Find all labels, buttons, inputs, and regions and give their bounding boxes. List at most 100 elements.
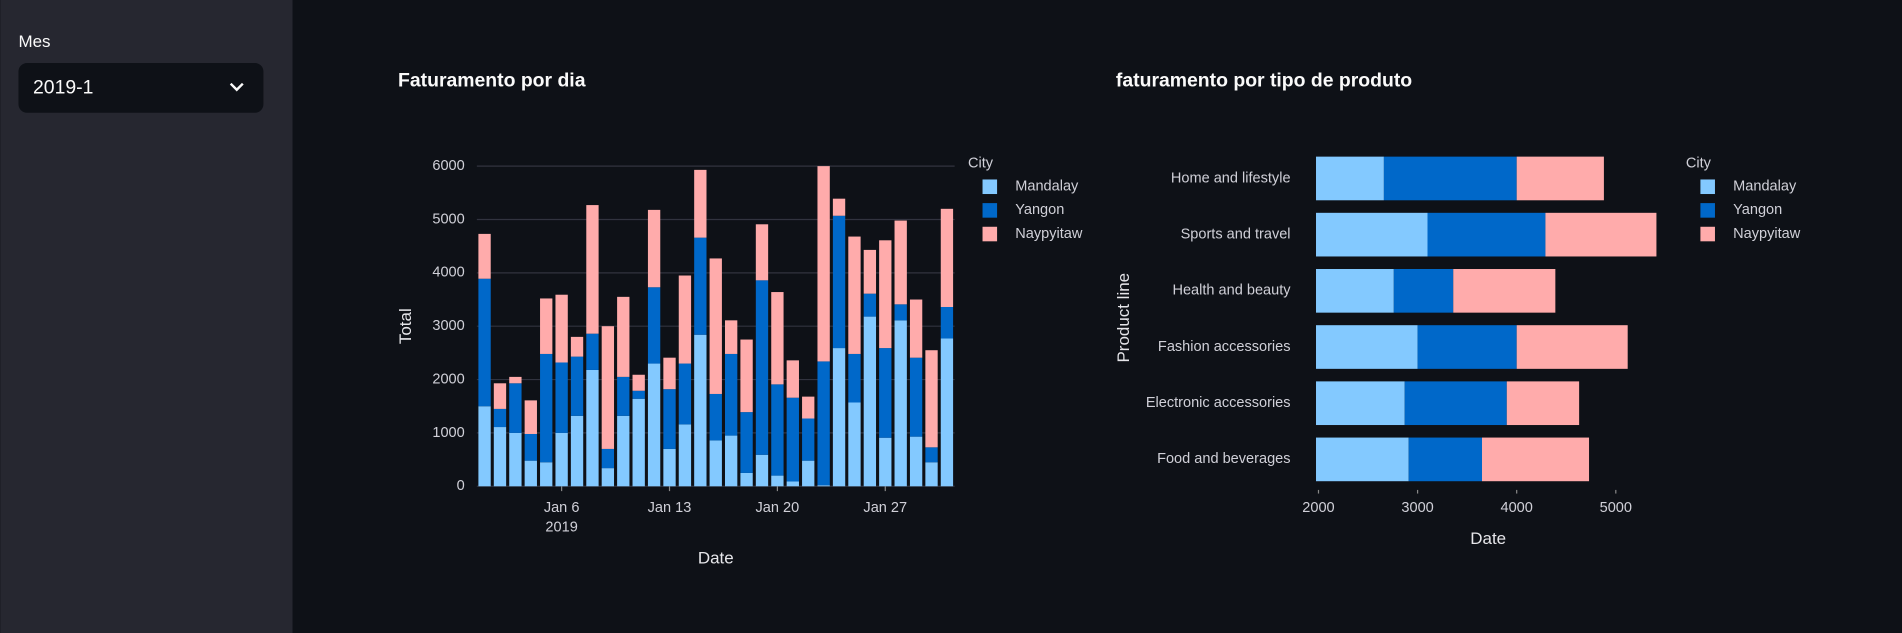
bar-segment <box>1316 212 1428 257</box>
select-value[interactable]: 2019-1 <box>33 77 93 99</box>
legend-label: Yangon <box>1733 202 1782 218</box>
bar-segment <box>755 280 769 455</box>
bar-segment <box>863 316 877 487</box>
bar-segment <box>509 432 522 487</box>
legend-swatch <box>982 203 998 218</box>
bar-segment <box>894 320 907 487</box>
y-tick-label: 6000 <box>432 158 464 174</box>
bar-segment <box>601 448 615 469</box>
bar-segment <box>1417 325 1517 369</box>
bar-segment <box>663 448 676 487</box>
bar-segment <box>632 374 645 391</box>
bar-segment <box>1545 212 1657 257</box>
bar-segment <box>678 363 692 425</box>
bar-segment <box>832 215 846 349</box>
bar-segment <box>832 348 846 487</box>
x-tick-label: 4000 <box>1501 500 1533 516</box>
legend-label: Naypyitaw <box>1015 226 1083 242</box>
bar-segment <box>817 361 830 486</box>
bar-segment <box>694 169 707 238</box>
x-tick-label: Jan 20 <box>756 500 800 516</box>
bar-segment <box>1316 156 1384 201</box>
bar-segment <box>740 472 753 487</box>
bar-segment <box>586 205 599 334</box>
x-tick-label: Jan 27 <box>863 500 907 516</box>
bar-segment <box>925 350 938 448</box>
bar-segment <box>802 460 815 487</box>
y-axis-title: Total <box>396 308 415 344</box>
bar-segment <box>940 306 954 339</box>
bar-segment <box>555 432 568 487</box>
bar-segment <box>771 292 784 385</box>
legend-label: Mandalay <box>1015 179 1079 195</box>
bar-segment <box>478 233 491 279</box>
bar-segment <box>493 408 507 428</box>
bar-segment <box>617 296 630 377</box>
bar-segment <box>1316 381 1405 426</box>
bar-segment <box>493 427 507 487</box>
bar-segment <box>848 402 861 487</box>
bar-segment <box>940 208 954 307</box>
bar-segment <box>694 237 707 335</box>
bar-segment <box>740 339 753 413</box>
y-axis-title: Product line <box>1114 273 1133 363</box>
legend-swatch <box>1700 226 1715 242</box>
x-axis-title: Date <box>1470 529 1506 548</box>
bar-segment <box>832 198 846 216</box>
y-tick-label: Electronic accessories <box>1146 395 1291 411</box>
y-tick-label: 2000 <box>432 371 464 387</box>
x-axis-title: Date <box>698 549 734 568</box>
legend-label: Naypyitaw <box>1733 226 1801 242</box>
bar-segment <box>509 383 522 433</box>
bar-segment <box>647 287 661 364</box>
bar-segment <box>1482 437 1590 482</box>
x-tick-label: Jan 13 <box>648 500 692 516</box>
select-chevron[interactable] <box>229 82 244 92</box>
bar-segment <box>940 338 954 487</box>
bar-segment <box>540 298 553 354</box>
bar-segment <box>1516 156 1604 201</box>
legend-swatch <box>1700 203 1715 218</box>
bar-segment <box>1506 381 1580 426</box>
bar-segment <box>555 362 568 433</box>
bar-segment <box>771 475 784 487</box>
bar-segment <box>1383 156 1517 201</box>
bar-segment <box>909 436 923 487</box>
bar-segment <box>879 437 892 487</box>
bar-segment <box>925 447 938 463</box>
bar-segment <box>694 334 707 487</box>
x-tick-label: 5000 <box>1600 500 1632 516</box>
bar-segment <box>909 299 923 358</box>
y-tick-label: 3000 <box>432 318 464 334</box>
legend-label: Mandalay <box>1733 179 1797 195</box>
bar-segment <box>509 376 522 384</box>
bar-segment <box>647 209 661 288</box>
bar-segment <box>894 304 907 321</box>
bar-segment <box>663 357 676 390</box>
select-box[interactable] <box>18 63 264 113</box>
legend-swatch <box>1700 179 1715 195</box>
legend-title: City <box>968 156 994 172</box>
bar-segment <box>632 390 645 399</box>
bar-segment <box>678 424 692 487</box>
y-tick-label: 1000 <box>432 425 464 441</box>
month-select[interactable]: 2019-1 <box>18 63 264 113</box>
bar-segment <box>1393 269 1454 313</box>
bar-segment <box>786 481 799 487</box>
bar-segment <box>879 240 892 349</box>
bar-segment <box>586 333 599 370</box>
bar-segment <box>724 320 738 354</box>
bar-segment <box>724 353 738 436</box>
bar-segment <box>894 220 907 305</box>
bar-segment <box>586 369 599 487</box>
chart-title: Faturamento por dia <box>398 69 586 91</box>
y-tick-label: 4000 <box>432 265 464 281</box>
bar-segment <box>555 294 568 363</box>
bar-segment <box>1316 437 1409 482</box>
bar-segment <box>1427 212 1546 257</box>
bar-segment <box>478 406 491 487</box>
select-label: Mes <box>18 32 50 51</box>
y-tick-label: Fashion accessories <box>1158 339 1291 355</box>
bar-segment <box>570 356 584 416</box>
